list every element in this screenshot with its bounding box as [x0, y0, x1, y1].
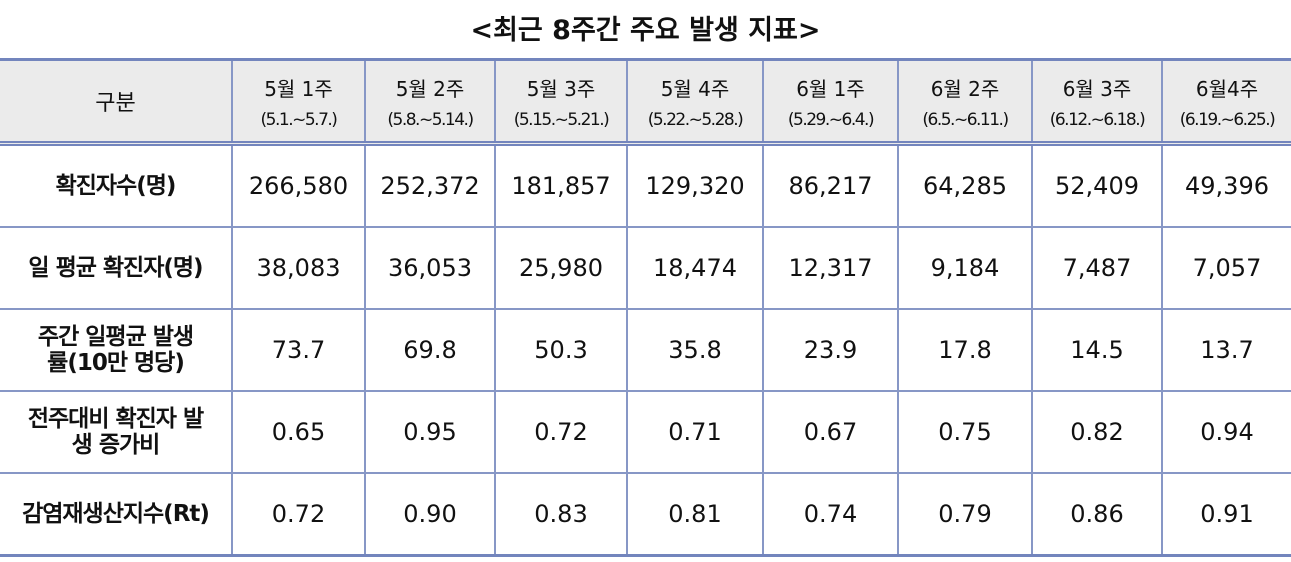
value-cell: 0.75 — [897, 390, 1033, 474]
value-cell: 7,487 — [1031, 226, 1163, 310]
row-label-line: 일 평균 확진자(명) — [28, 254, 203, 281]
row-label-line: 률(10만 명당) — [47, 350, 185, 376]
period-label: (6.5.~6.11.) — [922, 109, 1009, 130]
period-label: (5.1.~5.7.) — [260, 109, 338, 130]
row-label-line: 확진자수(명) — [55, 172, 177, 199]
value-cell: 52,409 — [1031, 142, 1163, 228]
value-cell: 12,317 — [762, 226, 899, 310]
period-label: (5.8.~5.14.) — [387, 109, 474, 130]
week-label: 6월 3주 — [1062, 76, 1132, 101]
period-label: (5.22.~5.28.) — [647, 109, 744, 130]
week-label: 5월 4주 — [660, 76, 730, 101]
value-cell: 17.8 — [897, 308, 1033, 392]
value-cell: 23.9 — [762, 308, 899, 392]
value-cell: 181,857 — [494, 142, 628, 228]
title: <최근 8주간 주요 발생 지표> — [470, 15, 821, 46]
value-cell: 0.90 — [364, 472, 496, 557]
table-row: 확진자수(명) 266,580 252,372 181,857 129,320 86,21… — [0, 142, 1291, 228]
row-label-line: 감염재생산지수(Rt) — [22, 500, 210, 527]
period-label: (6.12.~6.18.) — [1049, 109, 1146, 130]
header-cell: 5월 4주 (5.22.~5.28.) — [626, 58, 764, 146]
header-cell: 6월 3주 (6.12.~6.18.) — [1031, 58, 1163, 146]
week-label: 5월 2주 — [395, 76, 465, 101]
value-cell: 50.3 — [494, 308, 628, 392]
value-cell: 129,320 — [626, 142, 764, 228]
value-cell: 0.67 — [762, 390, 899, 474]
value-cell: 35.8 — [626, 308, 764, 392]
value-cell: 64,285 — [897, 142, 1033, 228]
value-cell: 38,083 — [231, 226, 366, 310]
header-cell: 6월 1주 (5.29.~6.4.) — [762, 58, 899, 146]
value-cell: 0.86 — [1031, 472, 1163, 557]
value-cell: 7,057 — [1161, 226, 1291, 310]
value-cell: 0.83 — [494, 472, 628, 557]
value-cell: 0.72 — [494, 390, 628, 474]
value-cell: 73.7 — [231, 308, 366, 392]
value-cell: 86,217 — [762, 142, 899, 228]
corner-cell: 구분 — [0, 58, 233, 146]
header-cell: 6월4주 (6.19.~6.25.) — [1161, 58, 1291, 146]
indicator-table: 구분 5월 1주 (5.1.~5.7.) 5월 2주 (5.8.~5.14.) 5월 3주… — [0, 58, 1291, 557]
value-cell: 0.74 — [762, 472, 899, 557]
period-label: (6.19.~6.25.) — [1179, 109, 1276, 130]
table-row: 주간 일평균 발생 률(10만 명당) 73.7 69.8 50.3 35.8 23.9 17… — [0, 308, 1291, 392]
row-label-line: 주간 일평균 발생 — [37, 323, 194, 350]
value-cell: 0.94 — [1161, 390, 1291, 474]
value-cell: 0.72 — [231, 472, 366, 557]
value-cell: 36,053 — [364, 226, 496, 310]
value-cell: 266,580 — [231, 142, 366, 228]
value-cell: 25,980 — [494, 226, 628, 310]
week-label: 5월 3주 — [526, 76, 596, 101]
value-cell: 69.8 — [364, 308, 496, 392]
value-cell: 18,474 — [626, 226, 764, 310]
row-label: 일 평균 확진자(명) — [0, 226, 233, 310]
value-cell: 0.65 — [231, 390, 366, 474]
table-row: 감염재생산지수(Rt) 0.72 0.90 0.83 0.81 0.74 0.79 0.86 0… — [0, 472, 1291, 557]
value-cell: 0.71 — [626, 390, 764, 474]
row-label-line: 생 증가비 — [71, 432, 161, 458]
period-label: (5.29.~6.4.) — [787, 109, 875, 130]
table-row: 일 평균 확진자(명) 38,083 36,053 25,980 18,474 12,31… — [0, 226, 1291, 310]
header-cell: 5월 2주 (5.8.~5.14.) — [364, 58, 496, 146]
value-cell: 14.5 — [1031, 308, 1163, 392]
value-cell: 0.91 — [1161, 472, 1291, 557]
value-cell: 0.95 — [364, 390, 496, 474]
value-cell: 0.79 — [897, 472, 1033, 557]
week-label: 5월 1주 — [264, 76, 333, 101]
period-label: (5.15.~5.21.) — [513, 109, 610, 130]
row-label: 주간 일평균 발생 률(10만 명당) — [0, 308, 233, 392]
row-label-line: 전주대비 확진자 발 — [27, 405, 204, 432]
week-label: 6월 1주 — [796, 76, 865, 101]
week-label: 6월4주 — [1195, 76, 1259, 101]
header-cell: 5월 3주 (5.15.~5.21.) — [494, 58, 628, 146]
header-cell: 6월 2주 (6.5.~6.11.) — [897, 58, 1033, 146]
value-cell: 252,372 — [364, 142, 496, 228]
row-label: 확진자수(명) — [0, 142, 233, 228]
header-cell: 5월 1주 (5.1.~5.7.) — [231, 58, 366, 146]
week-label: 6월 2주 — [930, 76, 1000, 101]
value-cell: 13.7 — [1161, 308, 1291, 392]
row-label: 감염재생산지수(Rt) — [0, 472, 233, 557]
value-cell: 0.81 — [626, 472, 764, 557]
value-cell: 49,396 — [1161, 142, 1291, 228]
value-cell: 0.82 — [1031, 390, 1163, 474]
value-cell: 9,184 — [897, 226, 1033, 310]
